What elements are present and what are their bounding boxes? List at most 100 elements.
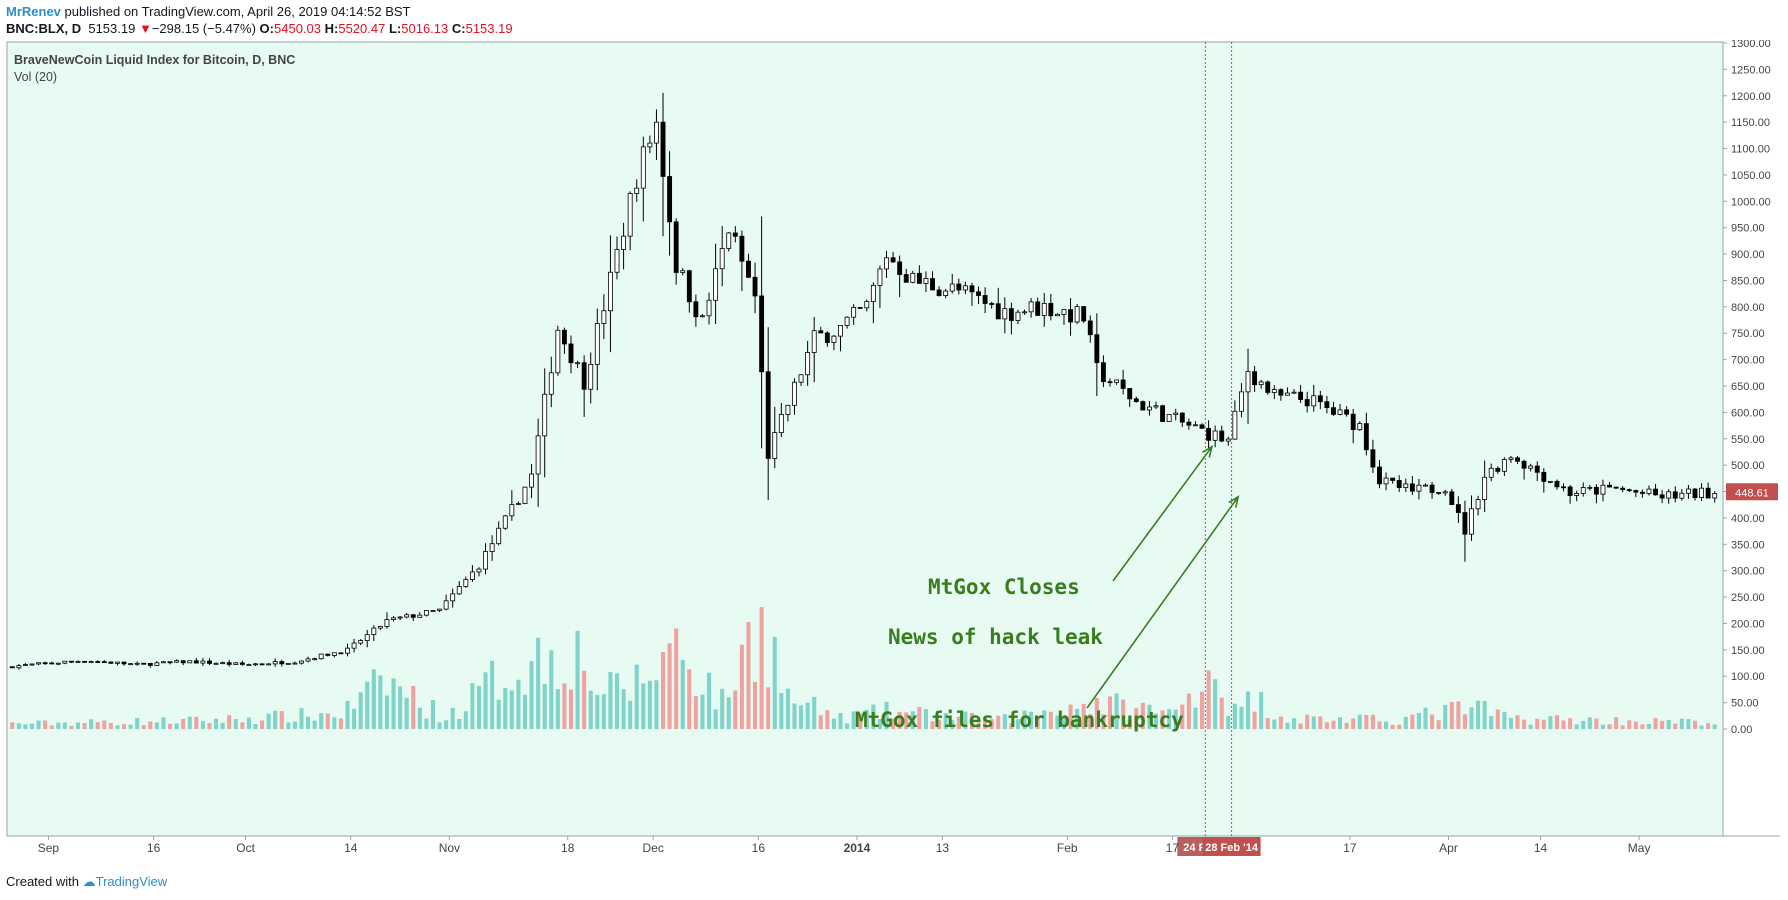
candle-body — [1363, 423, 1369, 451]
volume-bar — [1679, 718, 1684, 729]
volume-bar — [877, 718, 882, 729]
volume-bar — [956, 716, 961, 729]
volume-bar — [95, 722, 100, 729]
volume-bar — [647, 680, 652, 729]
symbol-label: BNC:BLX, D — [6, 21, 82, 36]
volume-bar — [1318, 716, 1323, 729]
candle-body — [1534, 465, 1540, 473]
candle-body — [115, 661, 120, 664]
volume-bar — [1712, 724, 1717, 729]
candle-body — [1429, 484, 1435, 493]
candle-body — [1232, 410, 1238, 440]
volume-bar — [779, 693, 784, 729]
volume-bar — [240, 722, 245, 729]
candle-body — [1054, 313, 1060, 317]
candle-body — [680, 270, 686, 273]
volume-bar — [1160, 710, 1165, 729]
candle-body — [36, 662, 42, 665]
volume-bar — [1239, 706, 1244, 729]
candle-body — [962, 285, 968, 291]
volume-bar — [1186, 693, 1191, 729]
candle-body — [16, 665, 22, 669]
x-tick-label: 2014 — [844, 841, 871, 855]
candle-body — [391, 617, 396, 620]
candle-body — [1442, 491, 1448, 494]
volume-bar — [891, 718, 896, 729]
time-axis[interactable]: Sep 16 Oct 14 Nov 18 Dec 16 2014 13 Feb 17 17 Apr 14 Ma… — [38, 836, 1651, 855]
volume-bar — [463, 711, 468, 729]
candle-body — [345, 647, 350, 654]
candle-body — [1331, 407, 1336, 415]
volume-bar — [753, 681, 758, 729]
candle-body — [1449, 491, 1455, 505]
candle-body — [266, 663, 272, 666]
volume-bar — [1061, 717, 1067, 729]
volume-bar — [1035, 716, 1040, 729]
candle-body — [864, 301, 870, 309]
low-label: L: — [388, 21, 402, 36]
candle-body — [601, 310, 607, 324]
candle-body — [561, 329, 567, 345]
volume-bar — [700, 694, 705, 729]
candle-body — [246, 663, 252, 666]
candle-body — [1462, 512, 1468, 535]
volume-bar — [325, 713, 330, 729]
candle-body — [213, 662, 219, 665]
candle-body — [640, 146, 646, 189]
candle-body — [1482, 476, 1488, 501]
volume-bar — [1686, 719, 1691, 729]
candle-body — [154, 662, 160, 666]
candle-body — [838, 325, 843, 337]
volume-bar — [56, 722, 61, 729]
volume-bar — [838, 712, 843, 729]
candle-body — [1146, 406, 1152, 411]
username-link[interactable]: MrRenev — [6, 4, 61, 19]
candle-body — [1672, 491, 1678, 499]
volume-bar — [220, 722, 225, 729]
candle-body — [1041, 302, 1047, 316]
candle-body — [713, 268, 719, 301]
volume-bar — [812, 696, 817, 729]
volume-bar — [450, 707, 455, 729]
candle-body — [1022, 311, 1027, 314]
volume-bar — [1548, 716, 1553, 729]
volume-bar — [963, 711, 968, 729]
volume-bar — [884, 701, 889, 729]
volume-bar — [831, 718, 836, 729]
volume-bar — [1344, 722, 1349, 729]
volume-bar — [1285, 722, 1290, 729]
candle-body — [877, 268, 883, 286]
candle-body — [82, 660, 88, 663]
volume-bar — [1390, 724, 1395, 729]
candle-body — [621, 235, 627, 250]
volume-bar — [739, 644, 744, 729]
volume-bar — [62, 722, 67, 729]
candle-body — [765, 371, 771, 459]
candle-body — [995, 303, 1001, 320]
candle-body — [437, 608, 442, 611]
volume-bar — [168, 723, 173, 729]
y-tick-label: 650.00 — [1731, 381, 1765, 393]
chart-pane[interactable] — [6, 41, 1724, 837]
close-value: 5153.19 — [465, 21, 513, 36]
volume-bar — [1469, 707, 1474, 729]
candle-body — [1337, 409, 1343, 415]
volume-bar — [1692, 720, 1698, 729]
volume-bar — [417, 707, 422, 729]
volume-bar — [398, 686, 403, 729]
volume-bar — [404, 697, 409, 729]
candle-body — [325, 653, 331, 656]
candle-body — [351, 642, 357, 649]
candle-body — [187, 660, 193, 664]
volume-bar — [207, 722, 212, 729]
volume-bar — [1199, 691, 1205, 729]
volume-bar — [1410, 714, 1415, 729]
price-axis[interactable]: 1300.00 1250.00 1200.00 1150.00 1100.00 1050.… — [1723, 40, 1771, 736]
tradingview-logo-icon[interactable]: ☁ — [82, 874, 96, 889]
candle-body — [930, 278, 935, 291]
price-chart[interactable]: 24 F 28 Feb '14 1300.00 1250.00 1200.00 1150… — [0, 40, 1788, 860]
candle-body — [1626, 489, 1632, 492]
volume-bar — [943, 713, 948, 729]
volume-bar — [713, 709, 718, 729]
tradingview-link[interactable]: TradingView — [95, 874, 168, 889]
